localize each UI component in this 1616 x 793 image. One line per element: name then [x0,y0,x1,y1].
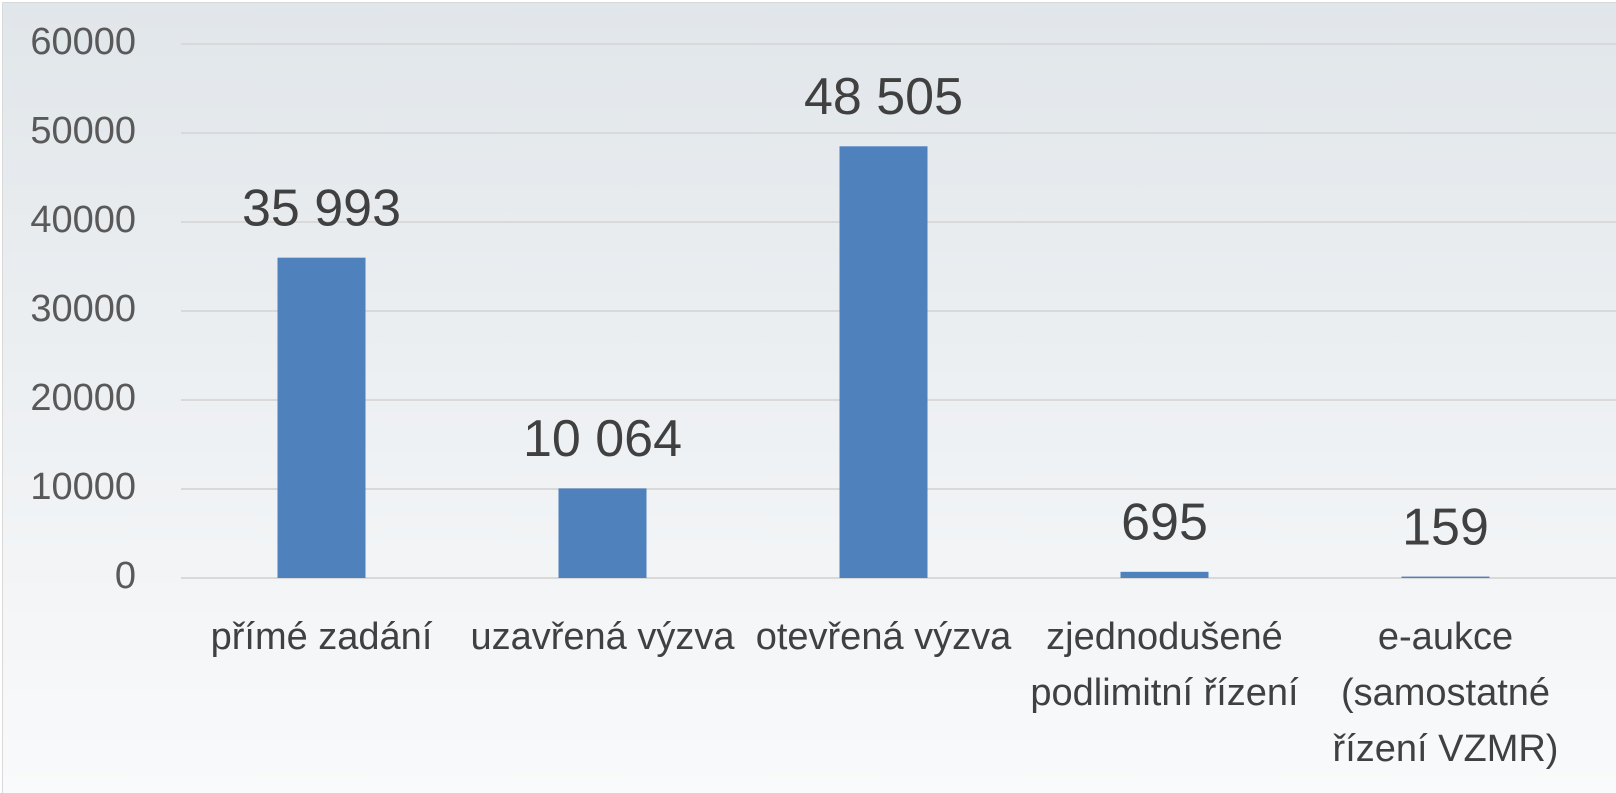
value-label: 159 [1402,498,1489,556]
y-tick-label: 30000 [30,288,136,330]
value-label: 48 505 [804,68,963,126]
x-tick-label: e-aukce (samostatné řízení VZMR) [1332,616,1559,770]
y-tick-label: 50000 [30,110,136,152]
x-tick-label: uzavřená výzva [470,616,735,658]
y-tick-label: 10000 [30,466,136,508]
bar [1120,571,1209,578]
bar [839,146,928,579]
y-tick-label: 60000 [30,21,136,63]
x-tick-label: otevřená výzva [755,616,1012,658]
bar [1401,576,1490,578]
bar [558,488,647,578]
x-tick-label: zjednodušené podlimitní řízení [1030,616,1299,714]
x-tick-label: přímé zadání [210,616,433,658]
plot: 0 10000 20000 30000 40000 50000 60000 35 993 10 … [30,21,1616,597]
y-tick-label: 40000 [30,199,136,241]
y-tick-label: 0 [115,555,136,597]
y-tick-label: 20000 [30,377,136,419]
value-label: 695 [1121,494,1208,552]
value-label: 35 993 [242,179,401,237]
bar [277,257,366,578]
value-label: 10 064 [523,410,682,468]
